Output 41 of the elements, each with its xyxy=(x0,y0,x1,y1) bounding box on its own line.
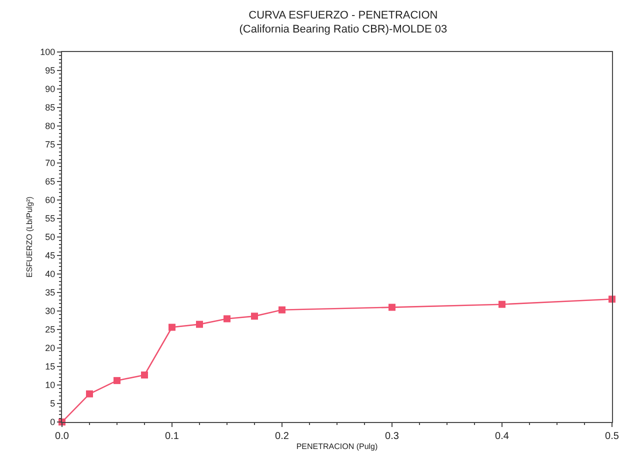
point xyxy=(278,306,286,314)
point xyxy=(251,312,258,320)
y-tick-label: 40 xyxy=(45,269,56,280)
y-tick-label: 60 xyxy=(45,195,56,206)
chart-subtitle: (California Bearing Ratio CBR)-MOLDE 03 xyxy=(239,24,448,36)
x-tick-label: 0.1 xyxy=(165,431,180,442)
point xyxy=(224,315,230,322)
point xyxy=(141,372,148,379)
y-tick-label: 50 xyxy=(45,232,56,242)
y-tick-label: 0 xyxy=(50,417,56,428)
y-tick-label: 75 xyxy=(45,140,56,150)
y-tick-label: 25 xyxy=(45,324,56,335)
y-tick-label: 30 xyxy=(45,306,56,316)
y-tick-label: 5 xyxy=(50,398,56,409)
chart-title: CURVA ESFUERZO - PENETRACION xyxy=(248,9,438,22)
y-tick-label: 80 xyxy=(45,121,56,132)
point xyxy=(168,324,176,331)
y-tick-label: 100 xyxy=(40,47,56,58)
y-tick-label: 45 xyxy=(45,250,56,261)
y-tick-label: 10 xyxy=(45,380,56,390)
y-tick-label: 55 xyxy=(45,214,56,224)
point xyxy=(196,320,203,328)
point xyxy=(86,390,93,398)
y-tick-label: 95 xyxy=(45,66,56,76)
x-tick-label: 0.0 xyxy=(55,431,70,442)
x-tick-label: 0.2 xyxy=(275,431,290,442)
x-tick-label: 0.3 xyxy=(385,431,400,442)
y-tick-label: 20 xyxy=(45,343,56,354)
y-tick-label: 35 xyxy=(45,288,56,298)
x-tick-label: 0.4 xyxy=(495,431,510,442)
x-tick-label: 0.5 xyxy=(605,431,620,442)
point xyxy=(498,300,506,308)
y-axis-title: ESFUERZO (Lb/Pulg²) xyxy=(24,196,34,278)
y-tick-label: 15 xyxy=(45,362,56,372)
y-tick-label: 65 xyxy=(45,176,56,187)
y-tick-label: 85 xyxy=(45,102,56,113)
y-tick-label: 90 xyxy=(45,84,56,94)
x-axis-title: PENETRACION (Pulg) xyxy=(296,442,378,452)
y-tick-label: 70 xyxy=(45,158,56,168)
point xyxy=(388,304,396,311)
point xyxy=(114,377,120,384)
